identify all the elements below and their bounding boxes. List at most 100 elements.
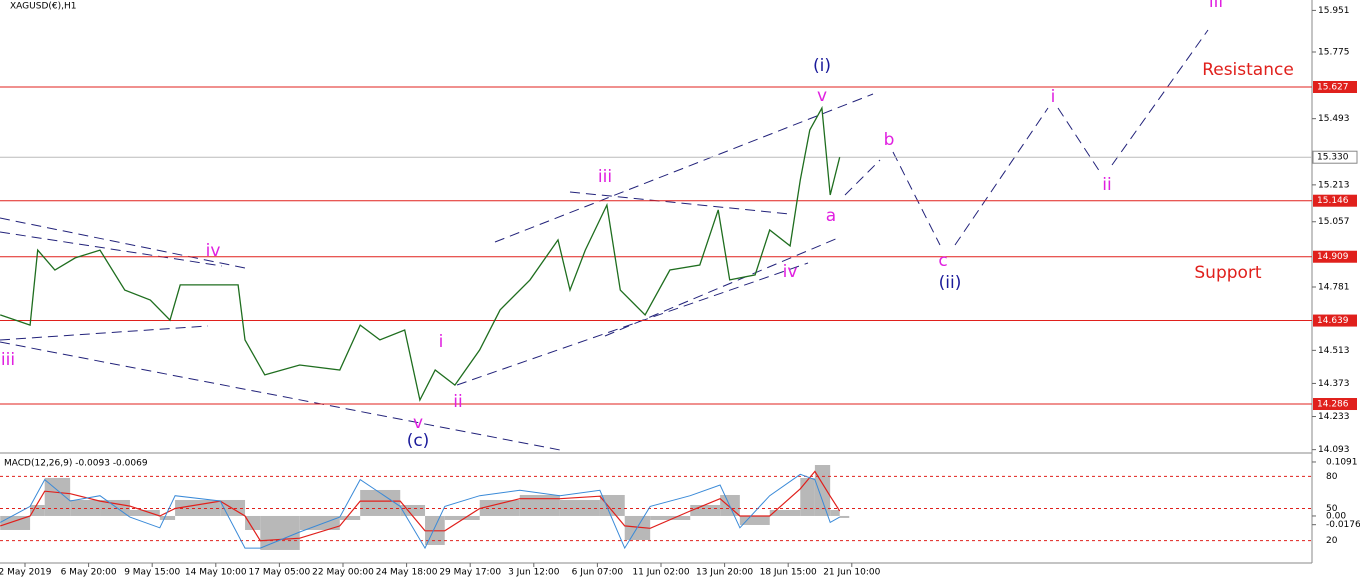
histogram-bar	[70, 499, 101, 516]
y-tick-label: -0.0176	[1326, 520, 1360, 530]
histogram-bar	[159, 515, 176, 520]
wave-label: iv	[783, 262, 798, 282]
x-tick-label: 3 Jun 12:00	[508, 568, 560, 578]
wave-label: i	[439, 332, 444, 352]
wave-label: v	[817, 86, 827, 106]
wave-label: iii	[1, 350, 15, 370]
wave-label: c	[938, 251, 947, 271]
level-label: 14.639	[1317, 316, 1349, 326]
histogram-bar	[839, 515, 850, 518]
x-tick-label: 6 May 20:00	[61, 568, 117, 578]
projection	[1111, 29, 1209, 166]
y-tick-label: 15.775	[1318, 48, 1350, 58]
x-tick-label: 14 May 10:00	[185, 568, 247, 578]
trendline	[0, 231, 223, 267]
x-tick-label: 18 Jun 15:00	[760, 568, 817, 578]
level-label: 14.286	[1317, 400, 1349, 410]
histogram-bar	[739, 515, 770, 525]
x-tick-label: 17 May 05:00	[249, 568, 311, 578]
wave-label: Resistance	[1202, 60, 1294, 80]
x-tick-label: 9 May 15:00	[124, 568, 180, 578]
histogram-bar	[519, 494, 560, 516]
y-tick-label: 15.493	[1318, 114, 1350, 124]
trendline	[0, 325, 209, 341]
trendlines	[0, 29, 1209, 451]
histogram-bar	[360, 489, 401, 516]
y-tick-label: 14.373	[1318, 379, 1350, 389]
y-tick-label: 0.1091	[1326, 457, 1358, 467]
indicator-title: MACD(12,26,9) -0.0093 -0.0069	[4, 459, 148, 469]
x-tick-label: 6 Jun 07:00	[572, 568, 624, 578]
histogram-bar	[30, 504, 45, 516]
y-tick-label: 15.213	[1318, 180, 1350, 190]
trendline	[494, 93, 874, 243]
wave-label: ii	[1102, 175, 1111, 195]
projection	[954, 107, 1049, 246]
stochastic-line	[0, 473, 840, 550]
y-tick-label: 15.057	[1318, 217, 1350, 227]
current-price-box	[1312, 150, 1358, 164]
trendline	[456, 262, 809, 386]
wave-label: (c)	[407, 431, 430, 451]
histogram-bar	[830, 509, 840, 516]
y-tick-label: 14.513	[1318, 346, 1350, 356]
x-tick-label: 11 Jun 02:00	[632, 568, 689, 578]
price-line	[0, 105, 841, 402]
level-label: 15.627	[1317, 82, 1349, 92]
y-tick-label: 14.233	[1318, 412, 1350, 422]
histogram-bar	[444, 515, 480, 520]
y-tick-label: 14.781	[1318, 282, 1350, 292]
level-box	[1313, 250, 1357, 263]
histogram-bar	[800, 477, 815, 516]
wave-label: (ii)	[939, 273, 962, 293]
chart-title: XAGUSD(€),H1	[10, 2, 76, 12]
histogram-bar	[129, 509, 160, 516]
y-tick-label: 14.093	[1318, 445, 1350, 455]
current-price-label: 15.330	[1317, 153, 1349, 163]
wave-label: i	[1051, 87, 1056, 107]
level-label: 14.909	[1317, 252, 1349, 262]
wave-label: v	[413, 413, 423, 433]
signal-line	[0, 470, 841, 542]
histogram-bar	[769, 509, 801, 516]
histogram-bar	[400, 504, 426, 516]
projection	[844, 159, 881, 196]
level-box	[1313, 80, 1357, 93]
level-box	[1313, 314, 1357, 327]
histogram-bar	[339, 515, 361, 520]
histogram-bar	[299, 515, 340, 530]
trendline	[0, 217, 246, 269]
y2-tick-label: 50	[1326, 504, 1338, 514]
y-tick-label: 15.951	[1318, 6, 1350, 16]
histogram-bar	[44, 477, 71, 516]
wave-label: (i)	[813, 56, 831, 76]
wave-label: a	[826, 206, 836, 226]
x-tick-label: 24 May 18:00	[376, 568, 438, 578]
histogram-bar	[260, 515, 300, 550]
histogram-bar	[245, 515, 261, 530]
histogram-bar	[0, 515, 31, 530]
y2-tick-label: 20	[1326, 536, 1338, 546]
level-box	[1313, 194, 1357, 207]
projection	[1057, 107, 1101, 173]
x-tick-label: 29 May 17:00	[439, 568, 501, 578]
histogram-bar	[559, 499, 600, 516]
x-tick-label: 21 Jun 10:00	[823, 568, 880, 578]
histogram-bar	[175, 499, 221, 516]
histogram-bar	[599, 494, 625, 516]
histogram-bar	[479, 499, 520, 516]
level-box	[1313, 398, 1357, 411]
wave-label: iv	[206, 241, 221, 261]
wave-label: iii	[1209, 0, 1223, 12]
x-tick-label: 2 May 2019	[0, 568, 52, 578]
y2-tick-label: 80	[1326, 472, 1338, 482]
level-label: 15.146	[1317, 196, 1349, 206]
wave-label: Support	[1194, 263, 1262, 283]
trendline	[569, 191, 791, 215]
histogram-bar	[650, 515, 691, 520]
wave-label: iii	[598, 167, 612, 187]
histogram-bar	[690, 504, 721, 516]
projection	[892, 151, 941, 246]
